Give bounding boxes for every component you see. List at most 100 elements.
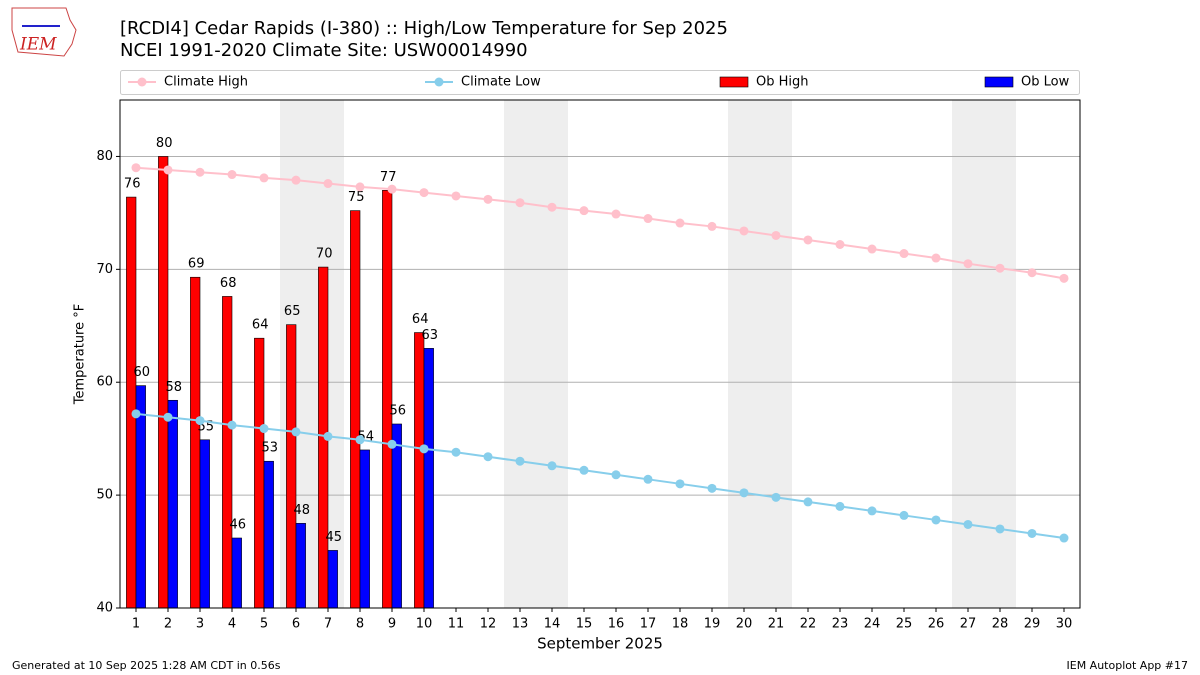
x-tick-label: 5 bbox=[260, 617, 268, 632]
bar-value-label: 80 bbox=[156, 136, 173, 151]
x-tick-label: 17 bbox=[640, 617, 657, 632]
point bbox=[291, 427, 301, 437]
bar-value-label: 77 bbox=[380, 170, 397, 185]
legend-label: Climate High bbox=[164, 75, 248, 90]
x-tick-label: 3 bbox=[196, 617, 204, 632]
bar bbox=[423, 348, 434, 609]
x-tick-label: 4 bbox=[228, 617, 236, 632]
bar bbox=[350, 210, 361, 609]
point bbox=[803, 235, 813, 245]
x-tick-label: 13 bbox=[512, 617, 529, 632]
x-tick-label: 7 bbox=[324, 617, 332, 632]
legend-label: Ob Low bbox=[1021, 75, 1070, 90]
point bbox=[867, 244, 877, 254]
x-tick-label: 14 bbox=[544, 617, 561, 632]
bar-value-label: 53 bbox=[262, 441, 279, 456]
point bbox=[579, 465, 589, 475]
point bbox=[963, 259, 973, 269]
weekend-band bbox=[504, 100, 568, 608]
x-tick-label: 29 bbox=[1024, 617, 1041, 632]
bar bbox=[222, 296, 233, 609]
bar bbox=[135, 385, 146, 609]
bar-value-label: 45 bbox=[326, 530, 343, 545]
y-tick-label: 50 bbox=[96, 488, 113, 503]
bar bbox=[126, 196, 137, 609]
point bbox=[643, 214, 653, 224]
point bbox=[611, 209, 621, 219]
bar-value-label: 68 bbox=[220, 276, 237, 291]
point bbox=[771, 492, 781, 502]
y-tick-label: 70 bbox=[96, 262, 113, 277]
x-tick-label: 22 bbox=[800, 617, 817, 632]
x-tick-label: 25 bbox=[896, 617, 913, 632]
point bbox=[355, 435, 365, 445]
point bbox=[355, 182, 365, 192]
legend-swatch bbox=[719, 76, 749, 88]
x-tick-label: 20 bbox=[736, 617, 753, 632]
footer-right: IEM Autoplot App #17 bbox=[1067, 659, 1189, 672]
point bbox=[547, 202, 557, 212]
point bbox=[163, 165, 173, 175]
bar bbox=[263, 460, 274, 609]
bar-value-label: 46 bbox=[230, 518, 247, 533]
point bbox=[611, 470, 621, 480]
legend-swatch-marker bbox=[137, 77, 147, 87]
bar-value-label: 56 bbox=[390, 403, 407, 418]
bar-value-label: 48 bbox=[294, 503, 311, 518]
bar-value-label: 65 bbox=[284, 304, 301, 319]
y-tick-label: 80 bbox=[96, 149, 113, 164]
bar bbox=[382, 190, 393, 609]
point bbox=[131, 409, 141, 419]
chart-title: [RCDI4] Cedar Rapids (I-380) :: High/Low… bbox=[120, 18, 728, 39]
chart-subtitle: NCEI 1991-2020 Climate Site: USW00014990 bbox=[120, 40, 528, 61]
x-axis-label: September 2025 bbox=[537, 635, 663, 653]
legend-swatch bbox=[984, 76, 1014, 88]
x-tick-label: 10 bbox=[416, 617, 433, 632]
legend-swatch-marker bbox=[434, 77, 444, 87]
bar bbox=[167, 399, 178, 609]
point bbox=[1059, 273, 1069, 283]
point bbox=[675, 218, 685, 228]
legend-label: Ob High bbox=[756, 75, 809, 90]
logo-text: IEM bbox=[19, 35, 57, 55]
bar-value-label: 75 bbox=[348, 190, 365, 205]
point bbox=[419, 188, 429, 198]
x-tick-label: 11 bbox=[448, 617, 465, 632]
bar-value-label: 64 bbox=[412, 312, 429, 327]
bar bbox=[327, 550, 338, 609]
x-tick-label: 12 bbox=[480, 617, 497, 632]
x-tick-label: 9 bbox=[388, 617, 396, 632]
x-tick-label: 19 bbox=[704, 617, 721, 632]
point bbox=[1059, 533, 1069, 543]
point bbox=[1027, 268, 1037, 278]
bar bbox=[359, 449, 370, 609]
bar-value-label: 69 bbox=[188, 257, 205, 272]
point bbox=[739, 226, 749, 236]
point bbox=[227, 420, 237, 430]
point bbox=[323, 179, 333, 189]
point bbox=[867, 506, 877, 516]
bar-value-label: 70 bbox=[316, 247, 333, 262]
point bbox=[515, 456, 525, 466]
bar-value-label: 76 bbox=[124, 177, 141, 192]
x-tick-label: 23 bbox=[832, 617, 849, 632]
point bbox=[995, 524, 1005, 534]
x-tick-label: 28 bbox=[992, 617, 1009, 632]
point bbox=[675, 479, 685, 489]
point bbox=[547, 461, 557, 471]
x-tick-label: 8 bbox=[356, 617, 364, 632]
point bbox=[771, 230, 781, 240]
point bbox=[643, 474, 653, 484]
point bbox=[515, 198, 525, 208]
point bbox=[195, 416, 205, 426]
point bbox=[739, 488, 749, 498]
plot-frame bbox=[119, 99, 1081, 609]
legend-label: Climate Low bbox=[461, 75, 541, 90]
bar bbox=[190, 276, 201, 609]
point bbox=[1027, 528, 1037, 538]
logo: IEM bbox=[11, 7, 77, 57]
point bbox=[291, 175, 301, 185]
point bbox=[995, 263, 1005, 273]
